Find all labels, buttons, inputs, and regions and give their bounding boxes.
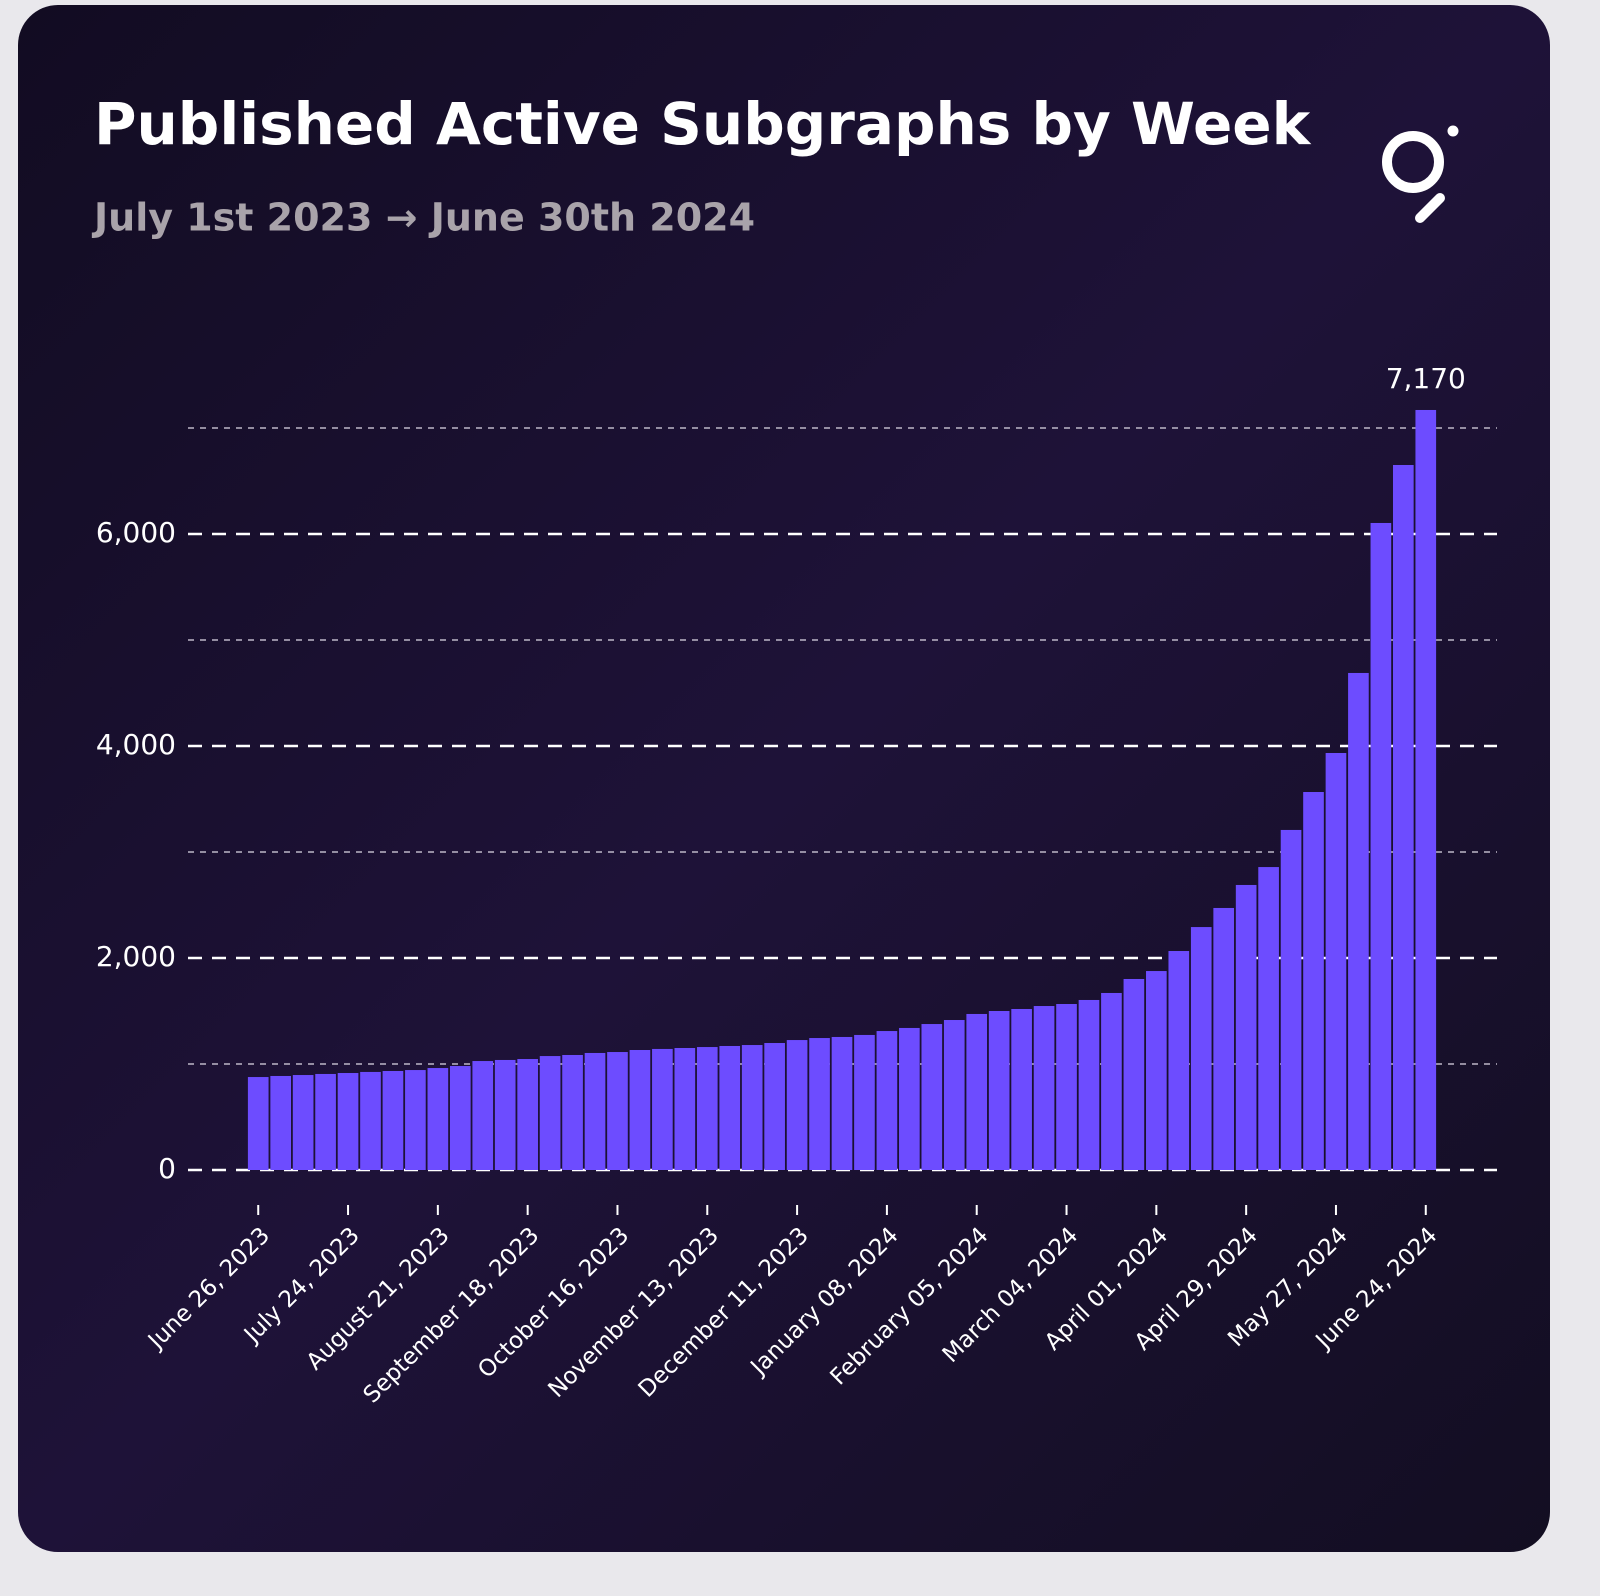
y-tick-label: 0 [158, 1152, 176, 1185]
bar [719, 1045, 741, 1170]
bar [1123, 978, 1145, 1170]
bar [1280, 829, 1302, 1170]
bar [786, 1040, 808, 1170]
bar [696, 1047, 718, 1170]
bar [1101, 992, 1122, 1170]
bar [472, 1061, 494, 1170]
bar [652, 1048, 673, 1170]
bar [337, 1073, 359, 1170]
bar [315, 1073, 336, 1170]
bar [360, 1071, 381, 1170]
bar [674, 1047, 696, 1170]
bar [1348, 672, 1369, 1170]
bar [764, 1043, 785, 1170]
bar [607, 1052, 628, 1170]
bar [1056, 1004, 1077, 1170]
bar [1078, 999, 1100, 1170]
y-tick-label: 2,000 [96, 940, 176, 973]
bar [876, 1031, 898, 1170]
bar [966, 1013, 988, 1170]
bar [1011, 1008, 1032, 1170]
bar [539, 1056, 561, 1170]
bar [741, 1045, 763, 1170]
bar [1325, 752, 1347, 1170]
bar [809, 1038, 830, 1170]
bar [1146, 971, 1167, 1170]
chart-subtitle: July 1st 2023 → June 30th 2024 [91, 196, 755, 240]
y-tick-label: 6,000 [96, 516, 176, 549]
bar [494, 1059, 516, 1170]
logo [1382, 125, 1459, 223]
bar [247, 1077, 269, 1170]
bar [1392, 464, 1414, 1170]
bar [988, 1011, 1010, 1170]
bar [899, 1027, 920, 1170]
bar [854, 1034, 875, 1170]
bar [517, 1059, 538, 1170]
bar [1303, 792, 1324, 1170]
bar [921, 1024, 943, 1170]
bar [1190, 927, 1212, 1170]
bar [449, 1066, 471, 1170]
bar [629, 1050, 651, 1170]
bar [1235, 884, 1257, 1170]
bar [1033, 1006, 1055, 1170]
bar [405, 1070, 426, 1170]
bar [1168, 951, 1190, 1170]
bar [292, 1075, 314, 1170]
bar [270, 1075, 292, 1170]
bar [382, 1070, 404, 1170]
value-label: 7,170 [1386, 362, 1466, 395]
bar [562, 1054, 583, 1170]
bar [943, 1020, 965, 1170]
bar [1258, 867, 1279, 1170]
y-tick-label: 4,000 [96, 728, 176, 761]
bar [831, 1036, 853, 1170]
bar [427, 1068, 449, 1170]
bar [1370, 522, 1392, 1170]
bar [584, 1052, 606, 1170]
chart-title: Published Active Subgraphs by Week [94, 90, 1312, 158]
bar [1213, 907, 1235, 1170]
bar [1415, 409, 1437, 1171]
